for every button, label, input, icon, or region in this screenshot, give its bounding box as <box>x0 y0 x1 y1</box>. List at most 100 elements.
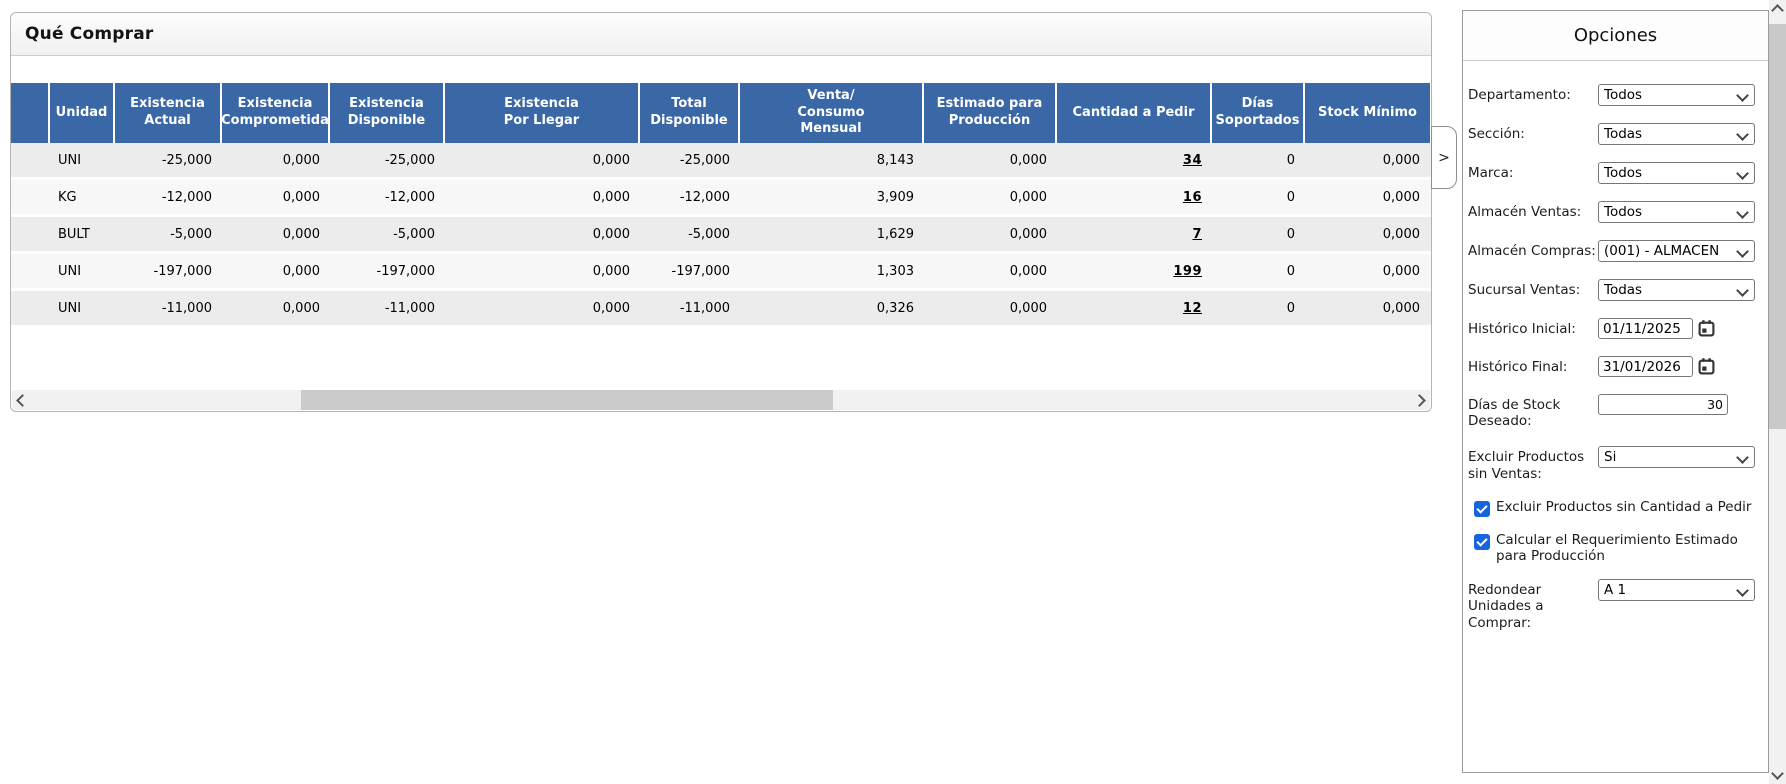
cell-existencia-comprometida: 0,000 <box>282 263 320 279</box>
horizontal-scrollbar[interactable] <box>12 390 1430 410</box>
historico-final-input[interactable] <box>1598 356 1693 377</box>
scroll-left-button[interactable] <box>12 390 30 410</box>
cell-existencia-por-llegar: 0,000 <box>592 300 630 316</box>
cell-cantidad-a-pedir: 12 <box>1057 291 1212 325</box>
vertical-scrollbar-thumb[interactable] <box>1769 24 1786 429</box>
option-row-almacen-ventas: Almacén Ventas: Todos <box>1468 201 1756 223</box>
option-row-excluir-sin-ventas: Excluir Productos sin Ventas: Si <box>1468 446 1756 482</box>
cell-existencia-actual: -197,000 <box>153 263 212 279</box>
cell-estimado-para-produccion: 0,000 <box>1009 300 1047 316</box>
historico-inicial-label: Histórico Inicial: <box>1468 321 1576 337</box>
cell-unidad: UNI <box>58 263 82 279</box>
scroll-up-button[interactable] <box>1769 0 1786 17</box>
cantidad-a-pedir-link[interactable]: 12 <box>1182 300 1202 316</box>
sucursal-ventas-label: Sucursal Ventas: <box>1468 282 1581 298</box>
options-panel-body: Departamento: Todos Sección: Todas Marca: Tod… <box>1463 61 1768 631</box>
vertical-scrollbar[interactable] <box>1769 0 1786 784</box>
option-row-departamento: Departamento: Todos <box>1468 84 1756 106</box>
calcular-requerimiento-label: Calcular el Requerimiento Estimado para … <box>1496 531 1738 564</box>
cell-existencia-por-llegar: 0,000 <box>592 189 630 205</box>
cantidad-a-pedir-link[interactable]: 34 <box>1182 152 1202 168</box>
cell-stock-minimo: 0,000 <box>1382 300 1420 316</box>
cell-unidad: UNI <box>58 300 82 316</box>
departamento-label: Departamento: <box>1468 87 1571 103</box>
cell-existencia-por-llegar: 0,000 <box>592 263 630 279</box>
scroll-right-button[interactable] <box>1412 390 1430 410</box>
cell-venta-consumo-mensual: 8,143 <box>876 152 914 168</box>
dias-stock-deseado-label: Días de Stock Deseado: <box>1468 397 1561 430</box>
cell-existencia-disponible: -197,000 <box>376 263 435 279</box>
marca-selected-value: Todos <box>1604 165 1643 181</box>
horizontal-scrollbar-thumb[interactable] <box>301 390 833 410</box>
redondear-unidades-selected-value: A 1 <box>1604 582 1627 599</box>
page-title: Qué Comprar <box>25 24 154 44</box>
calendar-icon[interactable] <box>1698 320 1715 337</box>
cantidad-a-pedir-link[interactable]: 16 <box>1182 189 1202 205</box>
calcular-requerimiento-checkbox[interactable] <box>1474 533 1490 550</box>
sucursal-ventas-select[interactable]: Todas <box>1598 279 1755 301</box>
almacen-compras-select[interactable]: (001) - ALMACEN <box>1598 240 1755 262</box>
option-row-marca: Marca: Todos <box>1468 162 1756 184</box>
cell-dias-soportados: 0 <box>1286 152 1295 168</box>
option-row-calcular-requerimiento: Calcular el Requerimiento Estimado para … <box>1468 532 1756 564</box>
cantidad-a-pedir-link[interactable]: 199 <box>1173 263 1202 279</box>
cell-existencia-por-llegar: 0,000 <box>592 152 630 168</box>
table-row: UNI -25,000 0,000 -25,000 0,000 -25,000 8,143 0… <box>11 143 1431 180</box>
chevron-down-icon <box>1736 245 1749 258</box>
seccion-select[interactable]: Todas <box>1598 123 1755 145</box>
redondear-unidades-select[interactable]: A 1 <box>1598 579 1755 602</box>
seccion-control: Todas <box>1598 123 1755 145</box>
chevron-down-icon <box>1771 767 1784 780</box>
cell-existencia-actual: -25,000 <box>161 152 212 168</box>
column-header-estimado-para-produccion: Estimado para Producción <box>924 83 1057 143</box>
cell-venta-consumo-mensual: 0,326 <box>876 300 914 316</box>
table-body: UNI -25,000 0,000 -25,000 0,000 -25,000 8,143 0… <box>11 143 1431 328</box>
excluir-sin-ventas-selected-value: Si <box>1604 449 1617 466</box>
cell-cantidad-a-pedir: 7 <box>1057 217 1212 251</box>
cell-existencia-actual: -12,000 <box>161 189 212 205</box>
cell-total-disponible: -12,000 <box>679 189 730 205</box>
panel-title-bar: Qué Comprar <box>11 13 1431 56</box>
cell-stock-minimo: 0,000 <box>1382 189 1420 205</box>
chevron-down-icon <box>1736 584 1749 597</box>
options-panel-toggle-button[interactable]: > <box>1431 126 1457 189</box>
excluir-sin-ventas-select[interactable]: Si <box>1598 446 1755 469</box>
table-row: KG -12,000 0,000 -12,000 0,000 -12,000 3,909 0,… <box>11 180 1431 217</box>
scroll-down-button[interactable] <box>1769 767 1786 784</box>
option-row-excluir-sin-cantidad: Excluir Productos sin Cantidad a Pedir <box>1468 499 1756 517</box>
cell-estimado-para-produccion: 0,000 <box>1009 226 1047 242</box>
cell-unidad: UNI <box>58 152 82 168</box>
cell-existencia-disponible: -25,000 <box>384 152 435 168</box>
column-header-unidad: Unidad <box>50 83 115 143</box>
dias-stock-deseado-control <box>1598 394 1728 415</box>
row-select-cell <box>11 217 50 251</box>
calendar-icon[interactable] <box>1698 358 1715 375</box>
que-comprar-panel: Qué Comprar Unidad Existencia Actual Exist… <box>10 12 1432 412</box>
chevron-left-icon <box>16 393 29 407</box>
cell-existencia-comprometida: 0,000 <box>282 226 320 242</box>
table-row: UNI -197,000 0,000 -197,000 0,000 -197,000 1,3… <box>11 254 1431 291</box>
sucursal-ventas-control: Todas <box>1598 279 1755 301</box>
chevron-up-icon <box>1771 4 1784 17</box>
departamento-select[interactable]: Todos <box>1598 84 1755 106</box>
departamento-control: Todos <box>1598 84 1755 106</box>
almacen-compras-label: Almacén Compras: <box>1468 243 1596 259</box>
table-row: BULT -5,000 0,000 -5,000 0,000 -5,000 1,629 0,0… <box>11 217 1431 254</box>
cantidad-a-pedir-link[interactable]: 7 <box>1192 226 1202 242</box>
marca-label: Marca: <box>1468 165 1514 181</box>
marca-select[interactable]: Todos <box>1598 162 1755 184</box>
historico-inicial-input[interactable] <box>1598 318 1693 339</box>
column-header-existencia-actual: Existencia Actual <box>115 83 222 143</box>
cell-cantidad-a-pedir: 199 <box>1057 254 1212 288</box>
cell-dias-soportados: 0 <box>1286 189 1295 205</box>
dias-stock-deseado-input[interactable] <box>1598 394 1728 415</box>
column-header-total-disponible: Total Disponible <box>640 83 740 143</box>
cell-stock-minimo: 0,000 <box>1382 263 1420 279</box>
options-panel: Opciones Departamento: Todos Sección: Todas… <box>1462 10 1769 773</box>
almacen-ventas-select[interactable]: Todos <box>1598 201 1755 223</box>
chevron-down-icon <box>1736 206 1749 219</box>
option-row-almacen-compras: Almacén Compras: (001) - ALMACEN <box>1468 240 1756 262</box>
cell-unidad: KG <box>58 189 77 205</box>
excluir-sin-cantidad-checkbox[interactable] <box>1474 500 1490 517</box>
cell-existencia-comprometida: 0,000 <box>282 300 320 316</box>
